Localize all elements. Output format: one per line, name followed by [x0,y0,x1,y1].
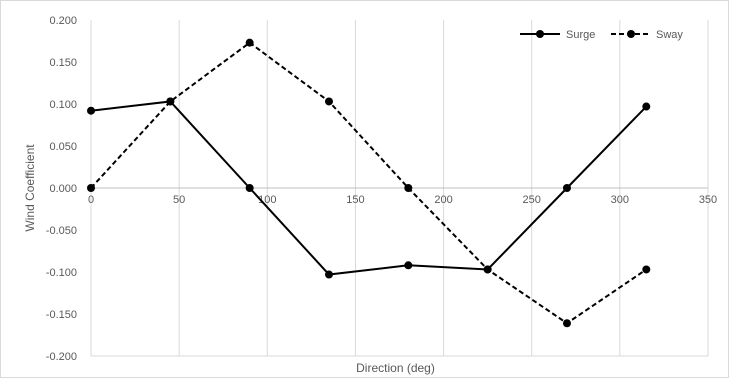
data-point-surge [245,184,254,192]
y-tick-label: 0.150 [49,57,77,69]
x-tick-label: 0 [88,194,94,206]
series-line-surge [90,100,648,276]
x-tick-label: 150 [346,194,364,206]
x-tick-label: 350 [699,194,717,206]
x-tick-label: 200 [434,194,452,206]
data-point-surge [562,184,571,192]
y-tick-label: 0.200 [49,15,77,27]
data-point-sway [562,319,571,328]
series-group [87,38,651,328]
data-point-surge [87,106,95,115]
y-tick-label: -0.050 [46,225,77,237]
data-point-sway [166,97,175,106]
legend-label-sway: Sway [656,29,683,41]
legend-marker-surge [536,30,544,38]
x-tick-label: 250 [523,194,541,206]
legend: Surge Sway [520,29,683,41]
data-point-sway [87,184,95,192]
data-point-sway [483,265,492,274]
data-point-sway [245,38,254,47]
y-tick-label: 0.000 [49,183,77,195]
data-point-surge [324,270,333,279]
data-point-sway [642,265,651,274]
y-tick-label: -0.200 [46,351,77,363]
legend-label-surge: Surge [566,29,595,41]
y-tick-label: -0.100 [46,267,77,279]
legend-marker-sway [627,30,635,38]
data-point-surge [642,102,651,111]
y-axis-title: Wind Coefficient [23,144,37,232]
x-axis-title: Direction (deg) [356,361,435,375]
axes [90,20,708,357]
y-tick-label: 0.100 [49,99,77,111]
series-line-sway [90,41,647,325]
x-tick-labels: 0 50 100 150 200 250 300 350 [88,194,717,206]
data-point-sway [324,97,333,106]
x-tick-label: 50 [173,194,185,206]
y-tick-labels: 0.200 0.150 0.100 0.050 0.000 -0.050 -0.100 -0.… [46,15,77,363]
y-tick-label: -0.150 [46,309,77,321]
data-point-surge [404,261,413,270]
y-tick-label: 0.050 [49,141,77,153]
x-tick-label: 300 [611,194,629,206]
data-point-sway [404,184,413,192]
